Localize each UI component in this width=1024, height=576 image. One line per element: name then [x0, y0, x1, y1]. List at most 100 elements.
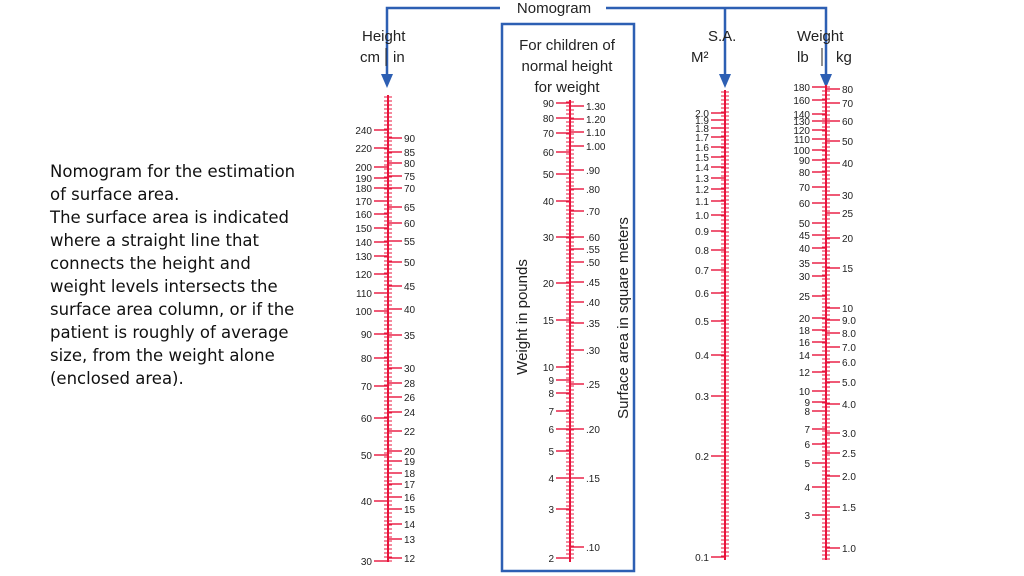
- height-cm-tick: 180: [355, 184, 372, 195]
- box-lb-tick: 20: [543, 279, 555, 290]
- height-in-tick: 22: [404, 427, 416, 438]
- weight-lb-tick: 50: [799, 219, 811, 230]
- box-title-line-1: For children of: [519, 37, 616, 54]
- height-cm-tick: 100: [355, 307, 372, 318]
- caption-line: of surface area.: [50, 185, 180, 204]
- weight-lb-tick: 140: [793, 110, 810, 121]
- box-lb-tick: 7: [548, 407, 554, 418]
- height-in-tick: 80: [404, 159, 416, 170]
- weight-kg-tick: 15: [842, 264, 854, 275]
- weight-kg-tick: 5.0: [842, 378, 856, 389]
- box-lb-tick: 80: [543, 114, 555, 125]
- height-cm-tick: 120: [355, 270, 372, 281]
- nomogram-scales: 2402202001901801701601501401301201101009…: [355, 83, 856, 568]
- box-sa-tick: .25: [586, 380, 600, 391]
- weight-lb-tick: 8: [804, 407, 810, 418]
- height-cm-tick: 140: [355, 238, 372, 249]
- height-in-tick: 50: [404, 258, 416, 269]
- weight-lb-tick: 12: [799, 368, 811, 379]
- weight-kg-tick: 60: [842, 117, 854, 128]
- weight-unit-lb: lb: [797, 49, 809, 66]
- box-lb-tick: 5: [548, 447, 554, 458]
- weight-lb-tick: 40: [799, 244, 811, 255]
- caption-line: The surface area is indicated: [50, 208, 290, 227]
- weight-lb-tick: 35: [799, 259, 811, 270]
- height-in-tick: 75: [404, 172, 416, 183]
- box-sa-tick: .40: [586, 298, 600, 309]
- box-sa-tick: .90: [586, 166, 600, 177]
- weight-lb-tick: 60: [799, 199, 811, 210]
- caption-line: (enclosed area).: [50, 369, 184, 388]
- weight-lb-tick: 90: [799, 156, 811, 167]
- weight-kg-tick: 6.0: [842, 358, 856, 369]
- weight-lb-tick: 16: [799, 338, 811, 349]
- box-sa-tick: 1.10: [586, 128, 606, 139]
- arrow-down-icon: [381, 74, 832, 88]
- caption-line: connects the height and: [50, 254, 251, 273]
- weight-kg-tick: 1.5: [842, 503, 856, 514]
- weight-kg-tick: 8.0: [842, 329, 856, 340]
- weight-lb-tick: 5: [804, 459, 810, 470]
- box-sa-tick: .45: [586, 278, 600, 289]
- height-in-tick: 28: [404, 379, 416, 390]
- weight-lb-tick: 3: [804, 511, 810, 522]
- sa-m2-tick: 1.9: [695, 116, 709, 127]
- weight-lb-tick: 25: [799, 292, 811, 303]
- weight-kg-tick: 50: [842, 137, 854, 148]
- box-lb-tick: 60: [543, 148, 555, 159]
- height-in-tick: 45: [404, 282, 416, 293]
- weight-lb-tick: 18: [799, 326, 811, 337]
- weight-lb-tick: 9: [804, 398, 810, 409]
- weight-kg-tick: 2.0: [842, 472, 856, 483]
- height-cm-tick: 40: [361, 497, 373, 508]
- box-lb-tick: 30: [543, 233, 555, 244]
- weight-lb-tick: 6: [804, 440, 810, 451]
- height-in-tick: 35: [404, 331, 416, 342]
- sa-m2-tick: 1.5: [695, 153, 709, 164]
- caption-line: where a straight line that: [50, 231, 259, 250]
- height-in-tick: 14: [404, 520, 416, 531]
- height-cm-tick: 240: [355, 126, 372, 137]
- height-cm-tick: 90: [361, 330, 373, 341]
- sa-m2-tick: 0.7: [695, 266, 709, 277]
- box-lb-tick: 70: [543, 129, 555, 140]
- box-lb-tick: 10: [543, 363, 555, 374]
- box-sa-tick: .15: [586, 474, 600, 485]
- box-lb-tick: 50: [543, 170, 555, 181]
- height-cm-tick: 110: [356, 289, 372, 300]
- sa-m2-tick: 0.9: [695, 227, 709, 238]
- weight-lb-tick: 4: [804, 483, 810, 494]
- sa-m2-tick: 1.1: [695, 197, 709, 208]
- weight-kg-tick: 10: [842, 304, 854, 315]
- height-in-tick: 90: [404, 134, 416, 145]
- height-unit-in: in: [393, 49, 405, 66]
- sa-m2-tick: 1.2: [695, 185, 709, 196]
- sa-m2-tick: 0.4: [695, 351, 709, 362]
- sa-m2-tick: 0.8: [695, 246, 709, 257]
- box-weight-label: Weight in pounds: [514, 259, 531, 375]
- weight-kg-tick: 4.0: [842, 400, 856, 411]
- weight-lb-tick: 14: [799, 351, 811, 362]
- weight-kg-tick: 30: [842, 191, 854, 202]
- weight-kg-tick: 40: [842, 159, 854, 170]
- weight-lb-tick: 120: [793, 126, 810, 137]
- box-sa-tick: 1.00: [586, 142, 606, 153]
- height-cm-tick: 190: [355, 174, 372, 185]
- weight-kg-tick: 1.0: [842, 544, 856, 555]
- box-lb-tick: 90: [543, 99, 555, 110]
- sa-unit: M²: [691, 49, 709, 66]
- height-in-tick: 60: [404, 219, 416, 230]
- height-in-tick: 16: [404, 493, 416, 504]
- box-lb-tick: 3: [548, 505, 554, 516]
- weight-lb-tick: 80: [799, 168, 811, 179]
- sa-m2-tick: 2.0: [695, 109, 709, 120]
- height-in-tick: 30: [404, 364, 416, 375]
- box-sa-tick: 1.20: [586, 115, 606, 126]
- caption-line: patient is roughly of average: [50, 323, 289, 342]
- weight-lb-tick: 20: [799, 314, 811, 325]
- sa-header: S.A.: [708, 28, 736, 45]
- sa-m2-tick: 1.7: [695, 133, 709, 144]
- weight-kg-tick: 3.0: [842, 429, 856, 440]
- box-sa-label: Surface area in square meters: [615, 217, 632, 419]
